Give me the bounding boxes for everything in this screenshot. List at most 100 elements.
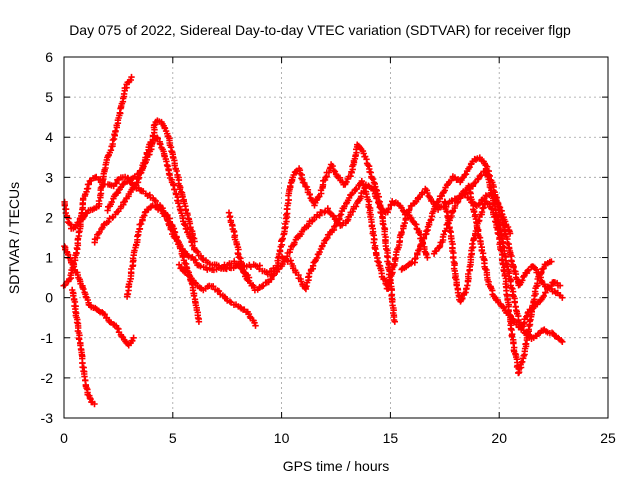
- data-point: [137, 220, 145, 228]
- data-point: [306, 191, 313, 198]
- data-point: [177, 188, 185, 196]
- data-point: [152, 197, 159, 205]
- data-point: [329, 162, 336, 170]
- y-tick-label: -1: [41, 330, 54, 346]
- data-point: [542, 289, 549, 296]
- data-point: [462, 171, 470, 178]
- data-point: [109, 136, 117, 144]
- y-tick-label: 4: [45, 129, 53, 145]
- data-point: [268, 276, 275, 283]
- data-point: [313, 254, 321, 262]
- data-point: [494, 229, 501, 237]
- data-point: [352, 203, 360, 210]
- data-point: [475, 201, 482, 208]
- data-point: [478, 172, 485, 179]
- data-point: [175, 200, 182, 207]
- data-point: [457, 296, 465, 304]
- data-point: [61, 281, 69, 289]
- data-point: [302, 284, 309, 291]
- data-point: [189, 234, 197, 241]
- data-point: [284, 258, 291, 265]
- data-point: [73, 319, 81, 326]
- data-point: [287, 246, 294, 253]
- data-point: [325, 169, 333, 176]
- data-point: [492, 218, 499, 225]
- data-point: [397, 232, 404, 239]
- x-tick-label: 25: [600, 430, 616, 446]
- data-point: [377, 209, 385, 217]
- data-point: [469, 240, 476, 248]
- data-point: [184, 272, 192, 279]
- data-point: [524, 267, 531, 275]
- data-point: [329, 212, 337, 219]
- data-point: [180, 220, 188, 228]
- data-point: [412, 255, 419, 262]
- data-point: [194, 248, 201, 255]
- x-tick-label: 0: [60, 430, 68, 446]
- data-point: [343, 178, 350, 186]
- data-point: [353, 185, 360, 193]
- data-point: [322, 174, 329, 181]
- data-point: [240, 269, 248, 276]
- data-point: [276, 247, 284, 254]
- data-point: [407, 260, 415, 267]
- data-point: [405, 209, 412, 216]
- data-point: [108, 198, 115, 206]
- y-tick-label: 6: [45, 49, 53, 65]
- data-point: [374, 258, 381, 265]
- data-point: [508, 333, 516, 340]
- data-point: [226, 298, 234, 305]
- data-point: [423, 228, 430, 235]
- data-point: [401, 219, 408, 227]
- data-point: [130, 334, 137, 341]
- x-tick-label: 15: [383, 430, 399, 446]
- data-point: [252, 322, 259, 329]
- y-tick-label: 3: [45, 169, 53, 185]
- y-tick-label: 0: [45, 290, 53, 306]
- data-point: [508, 258, 515, 265]
- data-point: [316, 212, 323, 219]
- data-point: [118, 333, 125, 340]
- data-point: [301, 179, 308, 187]
- axes: 0 5 10 15 20 25 -3 -2 -1 0 1 2 3 4 5 6: [41, 49, 616, 446]
- data-point: [465, 270, 472, 278]
- data-point: [91, 400, 98, 408]
- x-tick-label: 5: [169, 430, 177, 446]
- data-point: [459, 295, 466, 302]
- data-point: [192, 256, 199, 264]
- data-point: [113, 180, 120, 187]
- data-point: [171, 186, 178, 193]
- data-point: [372, 183, 379, 190]
- data-point: [538, 269, 545, 276]
- data-point: [477, 240, 484, 248]
- data-point: [419, 239, 426, 246]
- data-points: [60, 73, 566, 408]
- data-point: [173, 237, 181, 245]
- data-point: [482, 265, 489, 272]
- data-point: [491, 213, 498, 221]
- data-point: [364, 161, 372, 169]
- data-point: [226, 213, 233, 221]
- data-point: [330, 167, 337, 174]
- data-point: [387, 276, 394, 283]
- data-point: [101, 311, 108, 318]
- data-point: [199, 255, 206, 263]
- data-point: [287, 182, 294, 190]
- data-point: [453, 199, 461, 206]
- data-point: [424, 189, 431, 197]
- data-point: [376, 204, 383, 211]
- plot-frame: [63, 56, 609, 419]
- data-point: [85, 181, 92, 188]
- data-point: [440, 231, 447, 238]
- data-point: [391, 318, 398, 325]
- data-point: [373, 187, 380, 194]
- data-point: [523, 313, 530, 320]
- data-point: [157, 141, 164, 148]
- data-point: [519, 277, 526, 284]
- data-point: [171, 162, 178, 169]
- data-point: [191, 238, 198, 245]
- chart-title: Day 075 of 2022, Sidereal Day-to-day VTE…: [69, 22, 571, 38]
- data-point: [76, 336, 83, 343]
- data-point: [540, 265, 547, 272]
- data-point: [278, 254, 286, 261]
